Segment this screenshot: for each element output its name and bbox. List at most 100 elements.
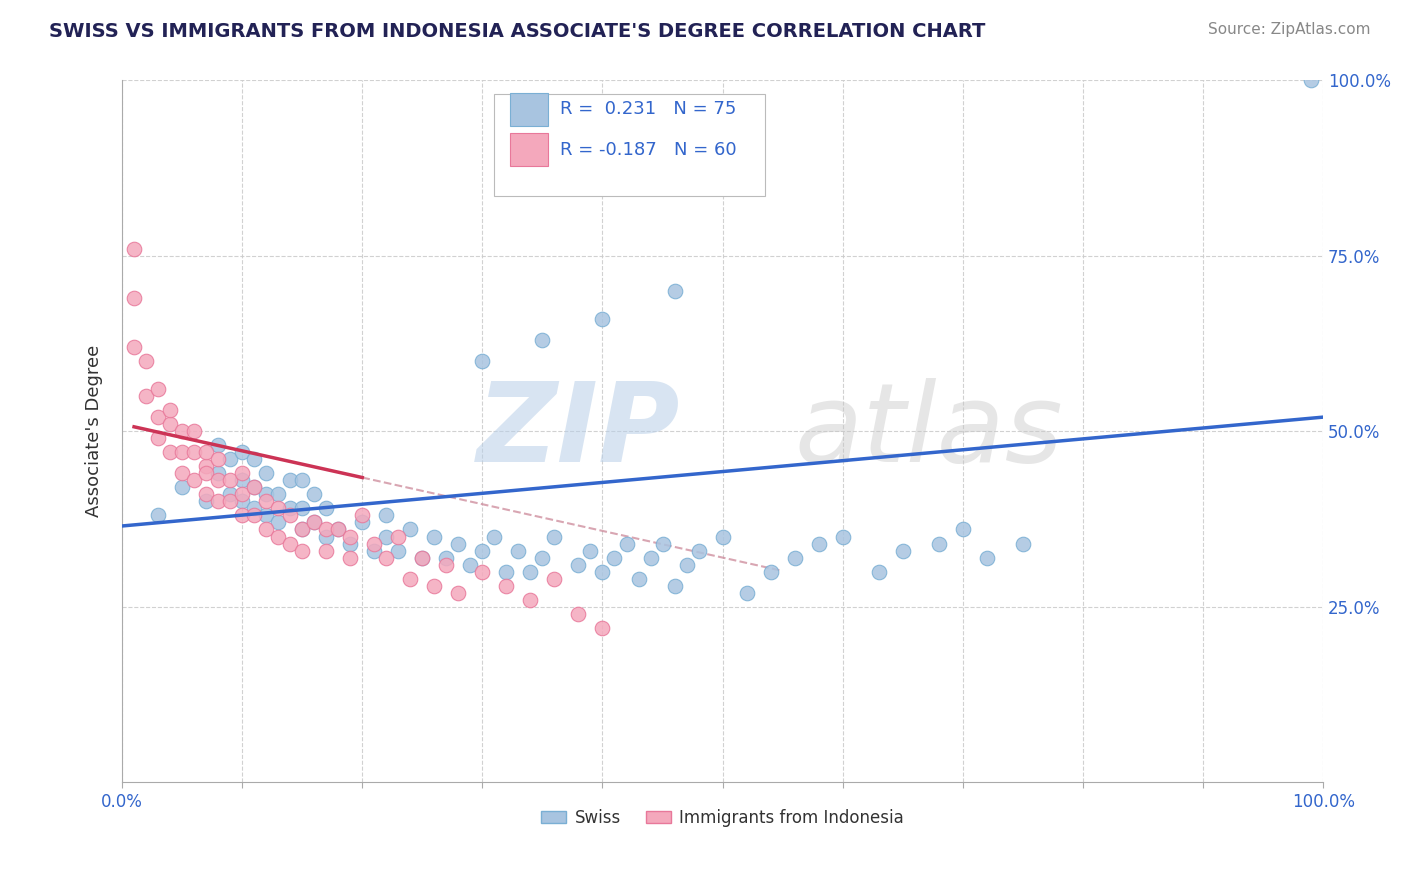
Point (411, 550, 433, 565)
Point (291, 523, 314, 537)
Point (434, 550, 457, 565)
Point (484, 529, 506, 543)
Y-axis label: Associate's Degree: Associate's Degree (86, 345, 103, 517)
Point (616, 536, 638, 550)
Point (172, 445, 194, 459)
Point (1012, 536, 1035, 550)
Point (831, 529, 853, 543)
Point (640, 550, 662, 565)
Point (531, 333, 554, 347)
Point (231, 473, 253, 487)
Point (159, 445, 181, 459)
Point (807, 536, 830, 550)
Point (339, 550, 361, 565)
Point (447, 536, 470, 550)
Point (567, 558, 589, 572)
Point (291, 473, 314, 487)
Point (399, 523, 422, 537)
Point (159, 403, 181, 417)
Text: R =  0.231   N = 75: R = 0.231 N = 75 (561, 101, 737, 119)
Point (627, 572, 650, 586)
Point (243, 480, 266, 494)
Point (207, 452, 229, 467)
Point (219, 452, 242, 467)
Point (135, 354, 157, 368)
Point (387, 529, 409, 543)
Point (471, 354, 494, 368)
Point (219, 473, 242, 487)
Point (267, 501, 290, 516)
Point (278, 501, 301, 516)
Point (315, 523, 337, 537)
Point (471, 543, 494, 558)
Point (291, 523, 314, 537)
Point (302, 516, 325, 530)
Point (434, 558, 457, 572)
Point (207, 494, 229, 508)
Point (675, 558, 697, 572)
Point (122, 242, 145, 256)
Text: Source: ZipAtlas.com: Source: ZipAtlas.com (1208, 22, 1371, 37)
Point (278, 536, 301, 550)
Point (952, 523, 974, 537)
Point (592, 621, 614, 635)
Point (291, 543, 314, 558)
Point (207, 438, 229, 452)
Point (231, 508, 253, 523)
Point (495, 565, 517, 579)
Point (423, 579, 446, 593)
Point (508, 543, 530, 558)
Point (495, 579, 517, 593)
Point (172, 467, 194, 481)
Point (339, 536, 361, 550)
Point (195, 487, 218, 501)
Point (1301, 73, 1323, 87)
Point (976, 550, 998, 565)
FancyBboxPatch shape (510, 134, 548, 166)
Point (460, 558, 482, 572)
Point (603, 550, 626, 565)
Point (122, 291, 145, 305)
Point (664, 579, 686, 593)
Point (231, 467, 253, 481)
Point (928, 536, 950, 550)
Point (519, 592, 541, 607)
Point (315, 543, 337, 558)
Point (447, 585, 470, 599)
Point (711, 529, 734, 543)
Point (278, 508, 301, 523)
Point (423, 529, 446, 543)
Point (302, 516, 325, 530)
Point (231, 494, 253, 508)
Point (399, 572, 422, 586)
Point (375, 508, 398, 523)
Point (195, 467, 218, 481)
Point (135, 389, 157, 403)
Point (519, 565, 541, 579)
Point (592, 311, 614, 326)
Point (688, 543, 710, 558)
Point (254, 467, 277, 481)
Point (302, 487, 325, 501)
Text: ZIP: ZIP (477, 377, 681, 484)
Point (122, 340, 145, 354)
Point (592, 565, 614, 579)
Point (735, 585, 758, 599)
Point (891, 543, 914, 558)
Point (243, 501, 266, 516)
Text: atlas: atlas (794, 377, 1063, 484)
Point (352, 508, 374, 523)
Point (159, 417, 181, 431)
Point (759, 565, 782, 579)
Point (195, 459, 218, 474)
Point (231, 487, 253, 501)
Point (172, 480, 194, 494)
Point (339, 529, 361, 543)
Point (387, 543, 409, 558)
Point (531, 550, 554, 565)
Point (243, 480, 266, 494)
Point (328, 523, 350, 537)
Point (219, 494, 242, 508)
Text: R = -0.187   N = 60: R = -0.187 N = 60 (561, 141, 737, 159)
Point (146, 410, 169, 425)
